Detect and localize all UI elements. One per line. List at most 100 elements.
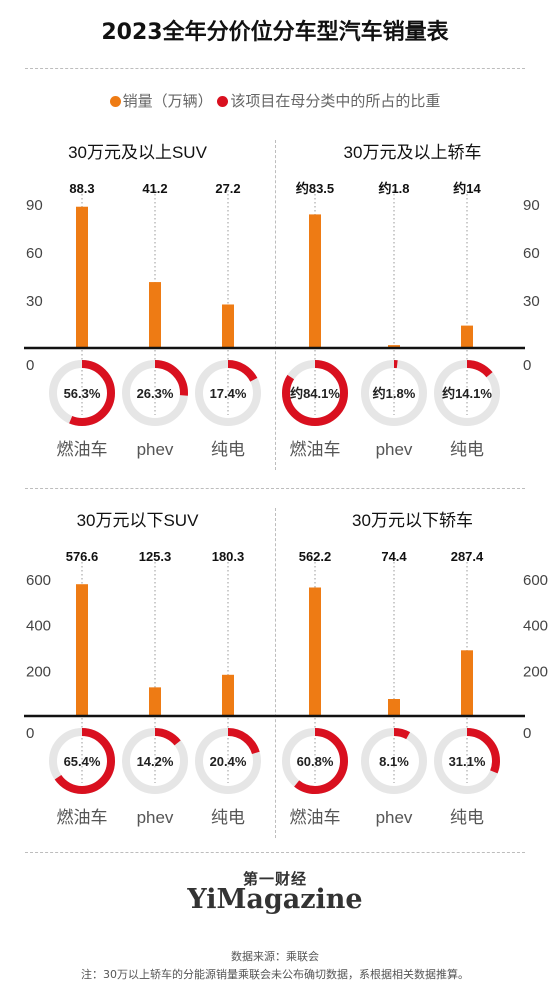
note-text: 注：30万以上轿车的分能源销量乘联会未公布确切数据，系根据相关数据推算。 [81, 968, 469, 981]
category-label: 纯电 [450, 808, 484, 827]
chart-title: 30万元以下轿车 [352, 511, 473, 530]
share-label: 60.8% [297, 754, 334, 769]
share-label: 约84.1% [290, 386, 340, 401]
page-title: 2023全年分价位分车型汽车销量表 [101, 20, 449, 45]
y-tick-label: 200 [26, 663, 51, 680]
share-ring-arc [122, 360, 188, 426]
bar [76, 206, 88, 348]
y-tick-label: 200 [523, 663, 548, 680]
y-tick-label: 90 [26, 197, 43, 214]
share-label: 56.3% [64, 386, 101, 401]
legend-label-sales: 销量（万辆） [122, 92, 213, 110]
bar [461, 325, 473, 348]
y-tick-label: 30 [523, 293, 540, 310]
category-label: phev [137, 440, 174, 459]
y-tick-label: 600 [26, 572, 51, 589]
y-tick-label: 0 [523, 725, 531, 742]
legend-label-share: 该项目在母分类中的所占的比重 [230, 92, 441, 110]
share-ring-arc [434, 360, 500, 426]
legend: 销量（万辆） 该项目在母分类中的所占的比重 [0, 90, 550, 111]
category-label: phev [137, 808, 174, 827]
category-label: phev [376, 808, 413, 827]
category-label: 纯电 [211, 808, 245, 827]
chart-sedan-below-300k: 30万元以下轿车 0 200 400 600 562.2 74.4 287.4 60.8% 燃油车… [275, 511, 548, 827]
logo-en: YiMagazine [187, 884, 363, 915]
share-ring-arc [49, 728, 115, 794]
share-ring-arc [282, 728, 348, 794]
bar-value-label: 约83.5 [296, 181, 334, 196]
legend-swatch-share [217, 96, 229, 107]
share-label: 8.1% [379, 754, 409, 769]
divider-middle [25, 488, 525, 489]
chart-title: 30万元及以上轿车 [344, 143, 482, 162]
share-label: 65.4% [64, 754, 101, 769]
bar [461, 650, 473, 716]
bar [76, 584, 88, 716]
bar [149, 687, 161, 716]
y-tick-label: 30 [26, 293, 43, 310]
category-label: 纯电 [450, 440, 484, 459]
bar-value-label: 125.3 [139, 549, 172, 564]
share-label: 26.3% [137, 386, 174, 401]
share-label: 14.2% [137, 754, 174, 769]
bar [149, 282, 161, 348]
share-label: 31.1% [449, 754, 486, 769]
share-ring-arc [122, 728, 188, 794]
bar-value-label: 41.2 [142, 181, 167, 196]
chart-sedan-above-300k: 30万元及以上轿车 0 30 60 90 约83.5 约1.8 约14 约84.1% 燃油车 约1.… [275, 143, 540, 459]
share-label: 20.4% [210, 754, 247, 769]
legend-item-share: 该项目在母分类中的所占的比重 [217, 92, 440, 110]
bar [222, 304, 234, 348]
share-ring-arc [195, 728, 261, 794]
legend-item-sales: 销量（万辆） [109, 92, 218, 110]
y-tick-label: 0 [26, 357, 34, 374]
bar-value-label: 562.2 [299, 549, 332, 564]
bar [309, 587, 321, 716]
y-tick-label: 400 [523, 618, 548, 635]
y-tick-label: 400 [26, 618, 51, 635]
bar [222, 674, 234, 716]
bar-value-label: 约14 [453, 181, 481, 196]
legend-swatch-sales [109, 96, 121, 107]
bar-value-label: 287.4 [451, 549, 484, 564]
divider-vertical-bottom [275, 508, 276, 838]
chart-suv-above-300k: 30万元及以上SUV 0 30 60 90 88.3 41.2 27.2 56.3% 燃油车 26.… [24, 143, 275, 459]
y-tick-label: 90 [523, 197, 540, 214]
share-label: 约14.1% [442, 386, 492, 401]
share-ring-arc [49, 360, 115, 426]
y-tick-label: 60 [523, 245, 540, 262]
chart-title: 30万元及以上SUV [68, 143, 208, 162]
bar-value-label: 576.6 [66, 549, 99, 564]
category-label: phev [376, 440, 413, 459]
chart-suv-below-300k: 30万元以下SUV 0 200 400 600 576.6 125.3 180.3 65.4% 燃… [24, 511, 275, 827]
chart-title: 30万元以下SUV [77, 511, 200, 530]
bar-value-label: 180.3 [212, 549, 245, 564]
share-label: 约1.8% [373, 386, 416, 401]
category-label: 燃油车 [57, 440, 108, 459]
share-label: 17.4% [210, 386, 247, 401]
bar-value-label: 27.2 [215, 181, 240, 196]
bar-value-label: 约1.8 [378, 181, 409, 196]
share-ring-arc [282, 360, 348, 426]
y-tick-label: 60 [26, 245, 43, 262]
share-ring-arc [361, 728, 427, 794]
y-tick-label: 600 [523, 572, 548, 589]
logo-cn: 第一财经 [242, 870, 307, 888]
y-tick-label: 0 [26, 725, 34, 742]
bar [388, 698, 400, 716]
category-label: 燃油车 [57, 808, 108, 827]
bar-value-label: 74.4 [381, 549, 407, 564]
bar-value-label: 88.3 [69, 181, 94, 196]
category-label: 纯电 [211, 440, 245, 459]
divider-vertical-top [275, 140, 276, 470]
divider-footer [25, 852, 525, 853]
source-text: 数据来源：乘联会 [231, 950, 319, 963]
share-ring-arc [195, 360, 261, 426]
share-ring-arc [361, 360, 427, 426]
bar [309, 214, 321, 348]
bar [388, 345, 400, 348]
y-tick-label: 0 [523, 357, 531, 374]
category-label: 燃油车 [290, 808, 341, 827]
title-divider [25, 68, 525, 69]
category-label: 燃油车 [290, 440, 341, 459]
